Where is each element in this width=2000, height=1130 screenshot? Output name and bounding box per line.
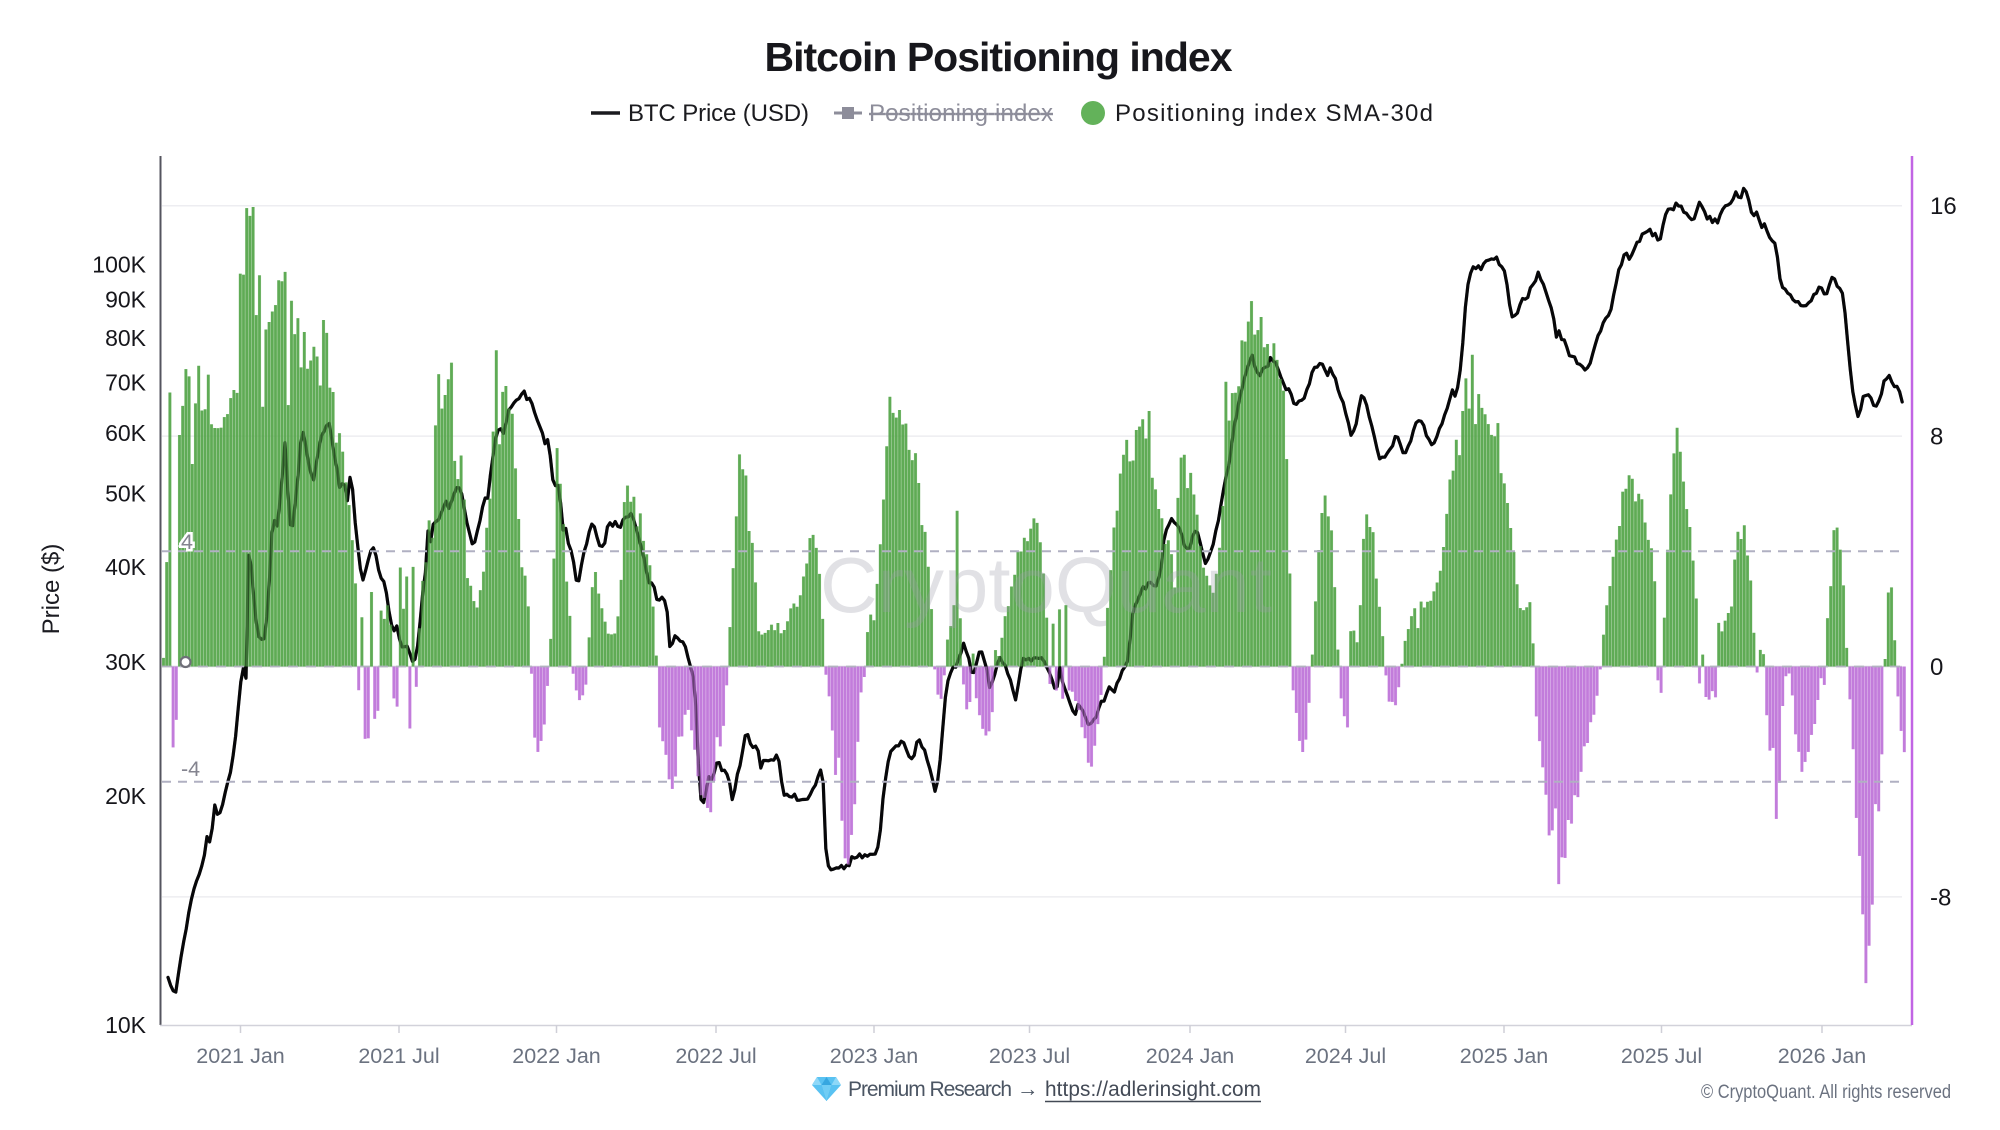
svg-text:40K: 40K bbox=[105, 554, 147, 580]
svg-text:-4: -4 bbox=[181, 757, 200, 781]
svg-text:60K: 60K bbox=[105, 420, 147, 446]
svg-text:8: 8 bbox=[1930, 424, 1943, 451]
svg-text:2021 Jul: 2021 Jul bbox=[358, 1044, 439, 1068]
svg-text:2022 Jul: 2022 Jul bbox=[675, 1044, 756, 1068]
svg-text:70K: 70K bbox=[105, 369, 147, 395]
svg-text:30K: 30K bbox=[105, 649, 147, 675]
svg-text:90K: 90K bbox=[105, 286, 147, 312]
svg-text:Price ($): Price ($) bbox=[38, 544, 65, 635]
svg-text:2021 Jan: 2021 Jan bbox=[196, 1044, 284, 1068]
svg-text:© CryptoQuant. All rights rese: © CryptoQuant. All rights reserved bbox=[1701, 1082, 1951, 1103]
svg-text:0: 0 bbox=[1930, 654, 1943, 681]
svg-text:2023 Jan: 2023 Jan bbox=[830, 1044, 918, 1068]
svg-text:CryptoQuant: CryptoQuant bbox=[820, 541, 1272, 629]
svg-text:50K: 50K bbox=[105, 480, 147, 506]
svg-text:2025 Jan: 2025 Jan bbox=[1460, 1044, 1548, 1068]
svg-text:20K: 20K bbox=[105, 783, 147, 809]
svg-text:16: 16 bbox=[1930, 193, 1957, 220]
svg-text:2025 Jul: 2025 Jul bbox=[1621, 1044, 1702, 1068]
svg-text:2024 Jan: 2024 Jan bbox=[1146, 1044, 1234, 1068]
svg-text:2023 Jul: 2023 Jul bbox=[989, 1044, 1070, 1068]
svg-text:Positioning index: Positioning index bbox=[869, 100, 1053, 127]
svg-text:https://adlerinsight.com: https://adlerinsight.com bbox=[1045, 1078, 1261, 1101]
svg-text:2022 Jan: 2022 Jan bbox=[512, 1044, 600, 1068]
svg-text:2024 Jul: 2024 Jul bbox=[1305, 1044, 1386, 1068]
svg-text:80K: 80K bbox=[105, 325, 147, 351]
svg-text:100K: 100K bbox=[92, 252, 146, 278]
svg-text:10K: 10K bbox=[105, 1012, 147, 1038]
svg-text:4: 4 bbox=[181, 530, 193, 554]
svg-text:BTC Price (USD): BTC Price (USD) bbox=[628, 100, 809, 127]
svg-text:Premium Research: Premium Research bbox=[848, 1078, 1012, 1101]
svg-text:-8: -8 bbox=[1930, 884, 1951, 911]
svg-text:2026 Jan: 2026 Jan bbox=[1778, 1044, 1866, 1068]
svg-text:Bitcoin Positioning index: Bitcoin Positioning index bbox=[765, 34, 1233, 80]
svg-text:→: → bbox=[1017, 1077, 1039, 1101]
